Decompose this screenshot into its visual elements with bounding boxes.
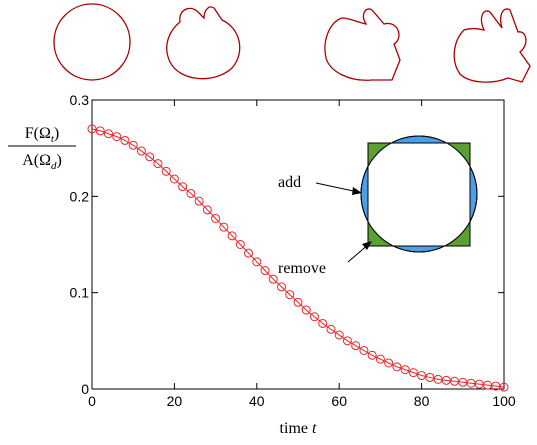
y-tick-label: 0.3 xyxy=(70,92,90,108)
data-point xyxy=(145,152,155,162)
shape-circle xyxy=(53,3,131,81)
shape-sequence xyxy=(53,3,531,83)
data-point xyxy=(318,318,328,328)
data-point xyxy=(367,350,377,360)
shape-morph-1 xyxy=(166,6,241,80)
inset-overlap xyxy=(368,143,470,246)
x-tick-label: 60 xyxy=(331,393,347,409)
data-point xyxy=(334,330,344,340)
data-point xyxy=(178,182,188,192)
data-point xyxy=(425,372,435,382)
shape-morph-2 xyxy=(324,8,401,81)
x-tick-label: 100 xyxy=(492,393,516,409)
data-point xyxy=(252,257,262,267)
x-axis-label: time t xyxy=(280,420,317,437)
x-tick-label: 20 xyxy=(167,393,183,409)
data-point xyxy=(136,146,146,156)
data-point xyxy=(87,124,97,134)
data-point xyxy=(202,205,212,215)
data-point xyxy=(211,213,221,223)
inset-square-outline xyxy=(367,142,471,247)
data-point xyxy=(227,231,237,241)
data-point xyxy=(219,222,229,232)
y-tick-label: 0.2 xyxy=(70,188,90,204)
x-tick-label: 0 xyxy=(88,393,96,409)
data-point xyxy=(103,129,113,139)
inset-diagram: add remove xyxy=(278,135,478,277)
data-point xyxy=(120,135,130,145)
data-point xyxy=(161,166,171,176)
data-point xyxy=(309,312,319,322)
data-point xyxy=(351,341,361,351)
data-point xyxy=(384,358,394,368)
data-point xyxy=(128,140,138,150)
data-point xyxy=(112,132,122,142)
plot-frame xyxy=(91,99,505,390)
annotation: remove xyxy=(278,260,326,277)
data-point xyxy=(235,240,245,249)
x-tick-label: 40 xyxy=(249,393,265,409)
data-point xyxy=(359,345,369,355)
data-point xyxy=(326,324,336,334)
data-point xyxy=(169,174,179,184)
data-point xyxy=(244,248,254,258)
data-point xyxy=(277,282,287,292)
data-point xyxy=(95,126,105,136)
shape-bunny xyxy=(453,8,531,83)
data-point xyxy=(392,362,402,372)
data-point xyxy=(194,196,204,206)
arrow-add xyxy=(315,182,359,193)
data-point xyxy=(260,266,270,276)
arrowhead-remove xyxy=(362,241,372,250)
annotation: add xyxy=(278,174,301,191)
data-point xyxy=(342,336,352,346)
data-point xyxy=(293,297,303,307)
data-point xyxy=(499,382,509,392)
y-label-numerator: F(Ωt) xyxy=(25,125,60,145)
data-point xyxy=(417,371,427,381)
arrowhead-add xyxy=(352,187,362,195)
data-point xyxy=(285,290,295,300)
data-point xyxy=(408,368,418,378)
data-point xyxy=(301,305,311,315)
data-point xyxy=(153,159,163,169)
y-tick-label: 0 xyxy=(81,381,89,397)
data-point xyxy=(268,274,278,284)
data-point xyxy=(400,365,410,375)
y-tick-label: 0.1 xyxy=(70,285,90,301)
y-label-denominator: A(Ωd) xyxy=(22,152,62,172)
data-point xyxy=(186,188,196,198)
data-point xyxy=(375,354,385,364)
inset-circle-outline xyxy=(360,135,478,253)
x-tick-label: 80 xyxy=(414,393,430,409)
